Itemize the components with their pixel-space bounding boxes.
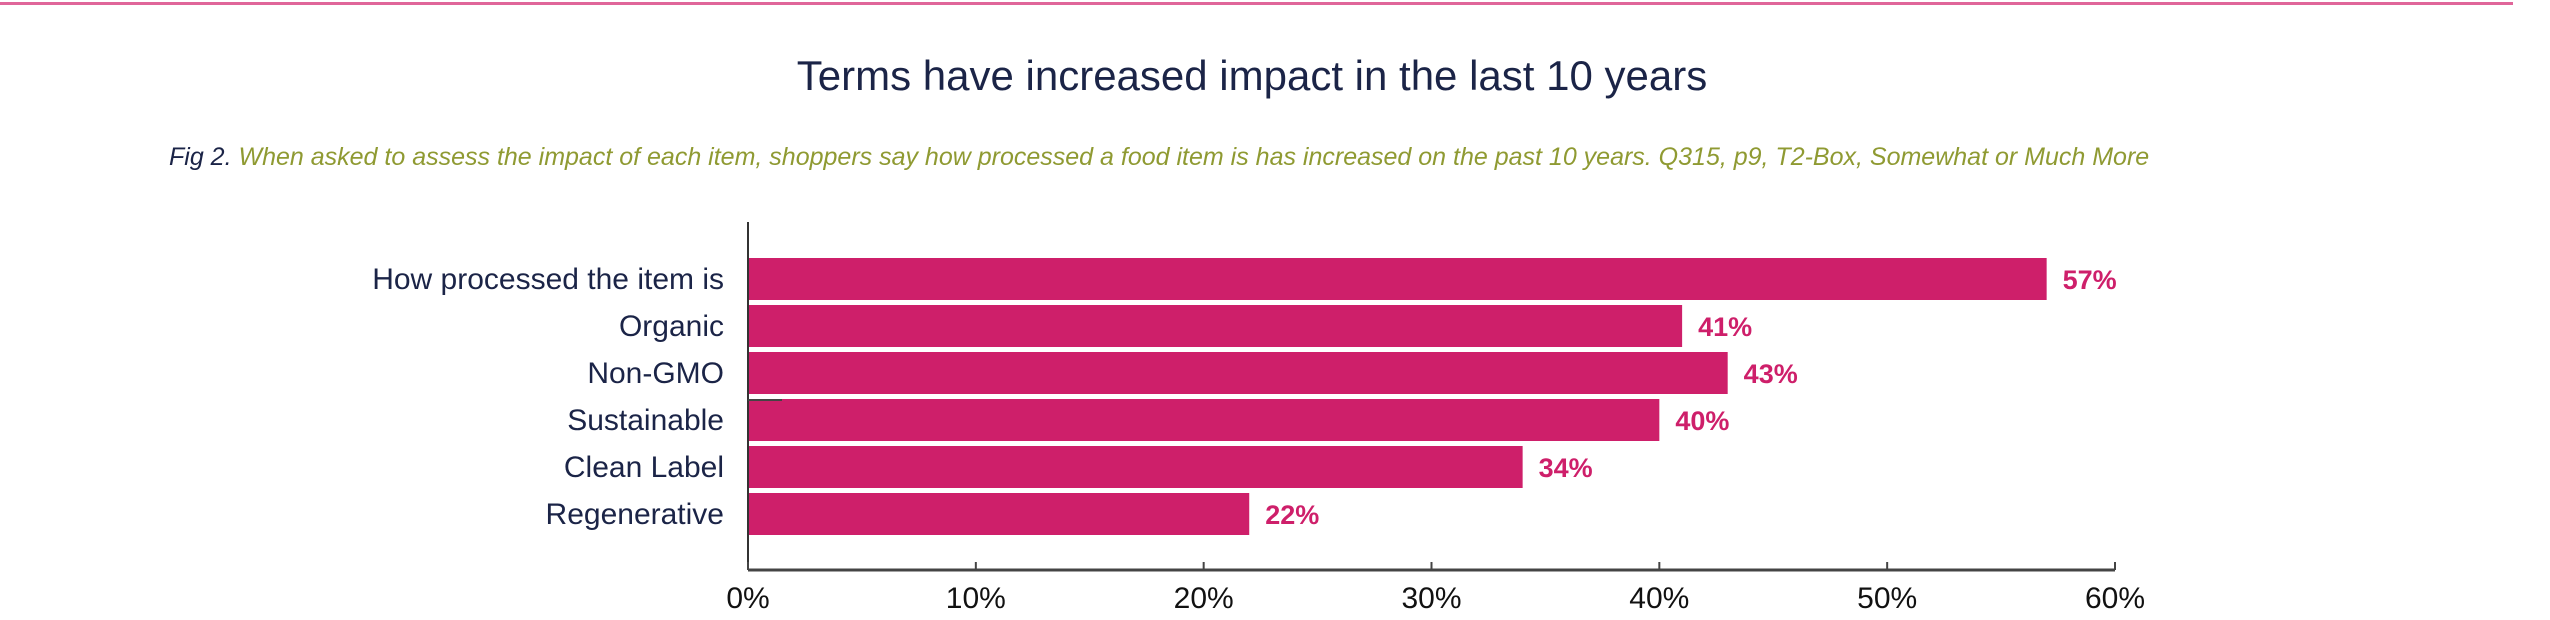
chart-title: Terms have increased impact in the last … xyxy=(796,52,1708,99)
x-tick-label: 60% xyxy=(2085,582,2145,615)
caption-text: When asked to assess the impact of each … xyxy=(238,143,2150,171)
value-label: 22% xyxy=(1265,500,1319,530)
category-label: Clean Label xyxy=(564,451,724,484)
value-label: 41% xyxy=(1698,312,1752,342)
x-tick-label: 40% xyxy=(1629,582,1689,615)
value-label: 43% xyxy=(1744,359,1798,389)
bar xyxy=(748,399,1660,441)
category-label: Sustainable xyxy=(567,404,724,437)
chart-caption: Fig 2. When asked to assess the impact o… xyxy=(169,143,2149,172)
x-tick-label: 30% xyxy=(1401,582,1461,615)
x-tick-label: 10% xyxy=(946,582,1006,615)
x-tick-label: 20% xyxy=(1174,582,1234,615)
value-label: 40% xyxy=(1675,406,1729,436)
x-tick-label: 50% xyxy=(1857,582,1917,615)
bar xyxy=(748,305,1683,347)
value-label: 57% xyxy=(2063,265,2117,295)
category-label: Non-GMO xyxy=(587,357,724,390)
top-accent-line xyxy=(0,2,2513,5)
category-label: How processed the item is xyxy=(372,263,724,296)
bar xyxy=(748,352,1728,394)
bar xyxy=(748,446,1523,488)
x-tick-label: 0% xyxy=(726,582,769,615)
value-label: 34% xyxy=(1539,453,1593,483)
bar xyxy=(748,493,1250,535)
category-label: Regenerative xyxy=(546,498,724,531)
category-label: Organic xyxy=(619,310,724,343)
bar xyxy=(748,258,2047,300)
caption-prefix: Fig 2. xyxy=(169,143,232,171)
